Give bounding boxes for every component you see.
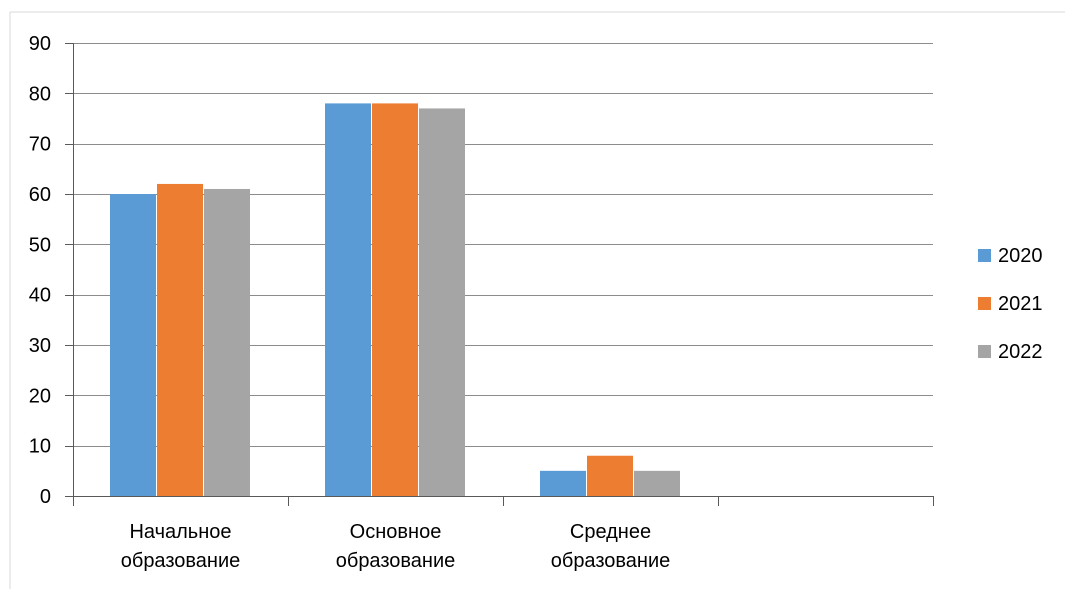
bar-2022-1 [419,108,465,496]
legend-swatch [978,249,991,262]
y-tick-labels: 0 10 20 30 40 50 60 70 80 90 [29,33,51,508]
bar-2020-1 [325,103,371,497]
bar-2021-1 [372,103,418,497]
legend-label: 2020 [998,245,1043,267]
x-category-labels: Начальное образование Основное образование С… [121,521,671,572]
y-tick-label: 30 [29,335,51,357]
category-label: образование [551,550,671,572]
legend-item-2022[interactable]: 2022 [978,341,1043,363]
category-label: образование [121,550,241,572]
axes [65,43,934,506]
bar-2020-2 [540,470,586,496]
category-label: образование [336,550,456,572]
y-tick-label: 50 [29,234,51,256]
legend-item-2021[interactable]: 2021 [978,293,1043,315]
y-tick-label: 20 [29,385,51,407]
legend-swatch [978,345,991,358]
category-label: Основное [350,521,442,543]
bar-2021-2 [587,455,633,496]
bar-2021-0 [157,183,203,496]
legend[interactable]: 2020 2021 2022 [978,245,1043,363]
bars [110,103,680,497]
legend-label: 2022 [998,341,1043,363]
legend-swatch [978,297,991,310]
y-tick-label: 60 [29,184,51,206]
category-label: Начальное [129,521,231,543]
y-tick-label: 10 [29,436,51,458]
y-tick-label: 40 [29,285,51,307]
y-tick-label: 80 [29,83,51,105]
category-label: Среднее [570,521,651,543]
bar-2022-0 [204,188,250,496]
legend-label: 2021 [998,293,1043,315]
legend-item-2020[interactable]: 2020 [978,245,1043,267]
bar-2020-0 [110,194,156,496]
y-tick-label: 70 [29,134,51,156]
y-tick-label: 0 [40,486,51,508]
bar-2022-2 [634,470,680,496]
y-tick-label: 90 [29,33,51,55]
